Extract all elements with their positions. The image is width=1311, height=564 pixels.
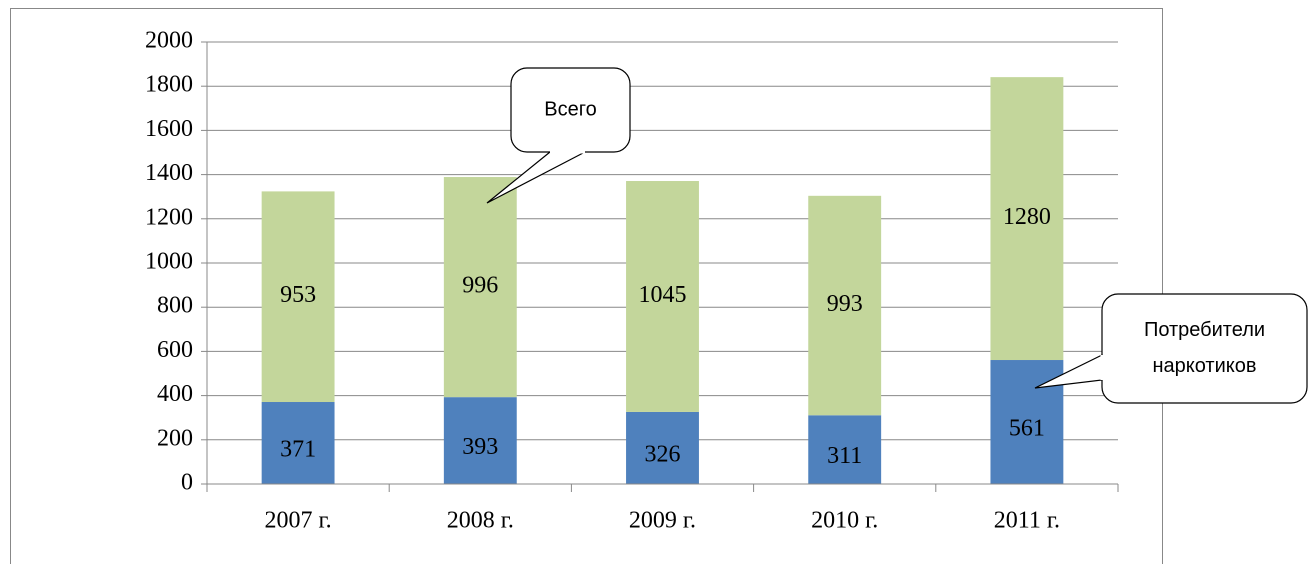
bar-segment xyxy=(443,177,517,398)
data-label: 996 xyxy=(462,273,498,299)
x-tick-label: 2008 г. xyxy=(447,508,514,534)
y-tick-label: 0 xyxy=(181,470,193,496)
y-tick-label: 1600 xyxy=(145,116,193,142)
data-label: 1045 xyxy=(639,282,687,308)
x-tick-label: 2007 г. xyxy=(265,508,332,534)
bar-segment xyxy=(808,195,882,416)
bar-segment xyxy=(808,415,882,484)
y-tick-label: 200 xyxy=(157,425,193,451)
data-label: 311 xyxy=(827,443,862,469)
y-tick-label: 1800 xyxy=(145,72,193,98)
data-label: 561 xyxy=(1009,416,1045,442)
bar-segment xyxy=(626,411,699,484)
data-label: 371 xyxy=(280,437,316,463)
x-tick-label: 2011 г. xyxy=(994,508,1060,534)
y-tick-label: 1000 xyxy=(145,249,193,275)
bar-segment xyxy=(443,397,517,484)
callout: Всего xyxy=(486,67,631,204)
callout: Потребители наркотиков xyxy=(1034,293,1308,404)
x-tick-label: 2009 г. xyxy=(629,508,696,534)
x-tick-label: 2010 г. xyxy=(811,508,878,534)
bar-segment xyxy=(261,191,335,403)
bar-segment xyxy=(626,181,699,412)
data-label: 953 xyxy=(280,282,316,308)
bar-segment xyxy=(261,402,335,484)
callout-text: наркотиков xyxy=(1152,355,1256,377)
y-tick-label: 600 xyxy=(157,337,193,363)
callout-box xyxy=(1101,293,1308,404)
y-tick-label: 1400 xyxy=(145,160,193,186)
data-label: 993 xyxy=(827,291,863,317)
y-tick-label: 800 xyxy=(157,293,193,319)
data-label: 1280 xyxy=(1003,204,1051,230)
data-label: 326 xyxy=(645,441,681,467)
data-label: 393 xyxy=(462,434,498,460)
callout-text: Всего xyxy=(544,98,596,120)
bar-segment xyxy=(990,77,1064,361)
y-tick-label: 1200 xyxy=(145,204,193,230)
callout-text: Потребители xyxy=(1144,319,1265,341)
y-tick-label: 2000 xyxy=(145,28,193,54)
y-tick-label: 400 xyxy=(157,381,193,407)
